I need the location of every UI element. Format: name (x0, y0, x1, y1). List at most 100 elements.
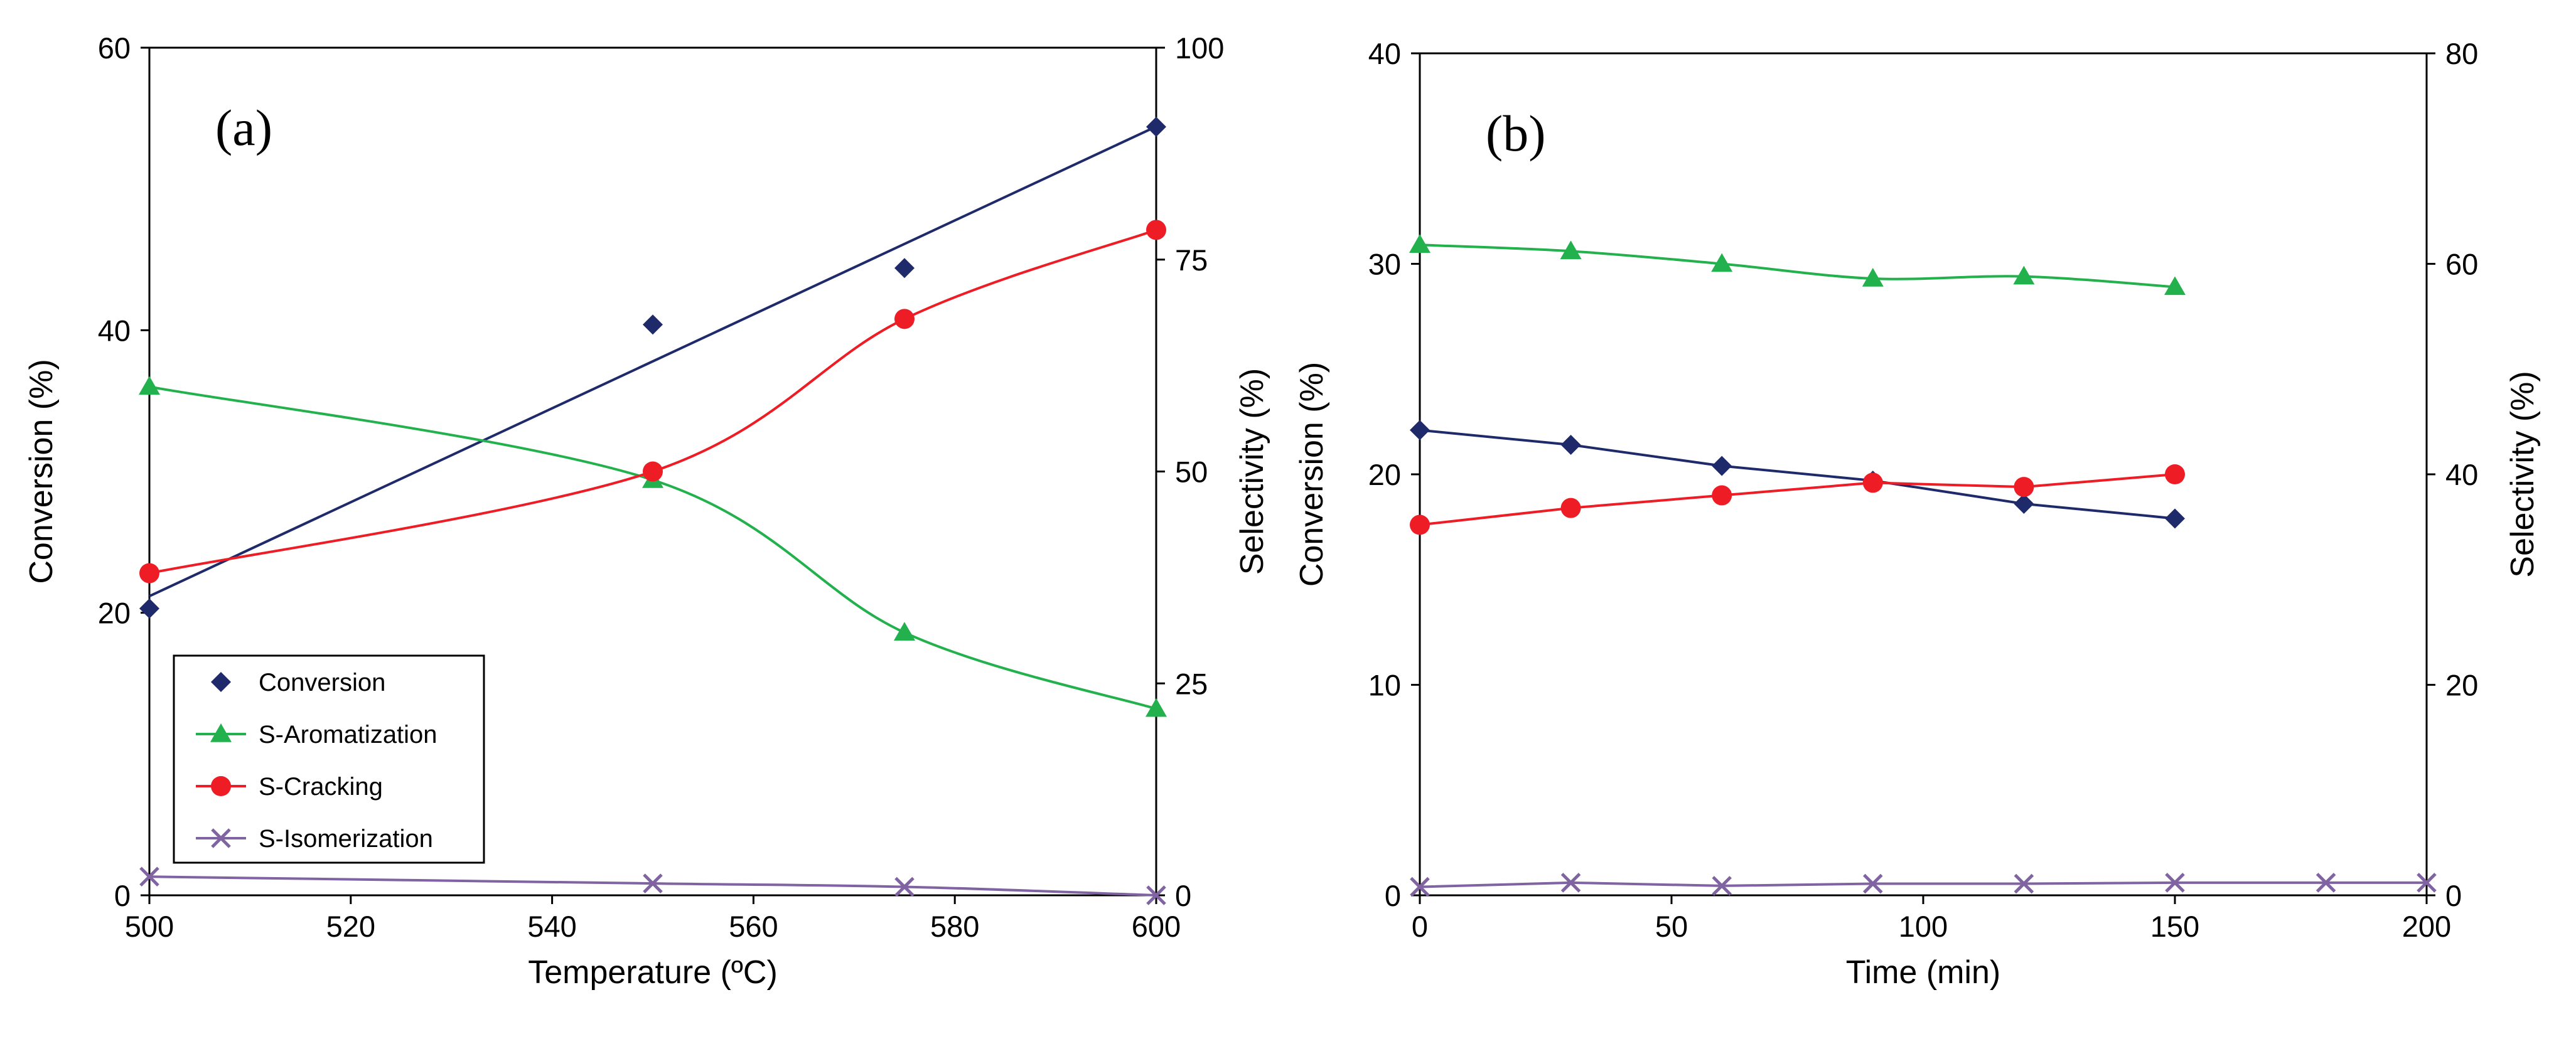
data-point-s-cracking (2014, 477, 2034, 498)
x-tick-label: 50 (1655, 910, 1688, 943)
series-conversion (139, 117, 1166, 619)
x-marker-stroke (2165, 873, 2185, 893)
data-point-s-cracking (894, 309, 915, 329)
y2-tick-label: 25 (1175, 667, 1208, 700)
x-tick-label: 580 (930, 910, 979, 943)
x-tick-label: 540 (527, 910, 576, 943)
legend-label-s-aromatization: S-Aromatization (259, 721, 437, 748)
data-point-s-isomerization (1863, 873, 1883, 894)
series-s-aromatization (1409, 234, 2186, 296)
legend-marker-conversion (211, 672, 231, 692)
data-point-s-isomerization (1410, 876, 1430, 897)
x-marker-stroke (2316, 873, 2336, 893)
y-tick-label: 0 (114, 879, 131, 912)
y-tick-label: 30 (1368, 248, 1401, 281)
y-tick-label: 20 (1368, 458, 1401, 491)
data-point-conversion (139, 598, 159, 619)
data-point-s-isomerization (2417, 873, 2437, 893)
series-s-isomerization (139, 866, 1166, 905)
legend-marker-s-aromatization (210, 723, 232, 742)
legend-label-s-cracking: S-Cracking (259, 773, 383, 801)
x-marker-stroke (2417, 873, 2437, 893)
y2-tick-label: 40 (2445, 458, 2478, 491)
x-tick-label: 200 (2402, 910, 2451, 943)
legend-marker-s-cracking (211, 776, 231, 796)
data-point-s-aromatization (1711, 253, 1733, 272)
legend-label-conversion: Conversion (259, 669, 385, 696)
x-tick-label: 500 (125, 910, 174, 943)
data-point-s-cracking (1862, 472, 1883, 493)
series-s-cracking (139, 220, 1166, 583)
y2-tick-label: 80 (2445, 37, 2478, 70)
series-line-s-isomerization (149, 875, 1157, 897)
x-tick-label: 0 (1412, 910, 1428, 943)
data-point-s-cracking (1410, 514, 1430, 535)
x-axis-label: Temperature (ºC) (528, 954, 778, 991)
data-point-s-isomerization (643, 873, 663, 893)
series-s-isomerization (1410, 873, 2437, 897)
y-axis-label: Conversion (%) (1294, 362, 1330, 587)
data-point-s-aromatization (1862, 267, 1884, 287)
y2-tick-label: 50 (1175, 455, 1208, 489)
legend-label-s-isomerization: S-Isomerization (259, 825, 433, 853)
data-point-s-aromatization (2164, 276, 2186, 296)
y2-tick-label: 0 (1175, 879, 1191, 912)
x-marker-stroke (2014, 873, 2034, 894)
y2-tick-label: 60 (2445, 248, 2478, 281)
data-point-s-cracking (643, 461, 663, 482)
x-marker-stroke (1863, 873, 1883, 894)
series-line-s-isomerization (1419, 881, 2427, 888)
data-point-conversion (1712, 455, 1732, 476)
data-point-conversion (894, 258, 915, 279)
chart-panel-a: 500 520 540 560 580 60002040600255075100Tempe… (23, 31, 1270, 991)
y-tick-label: 40 (98, 314, 131, 347)
data-point-s-aromatization (1146, 698, 1167, 717)
x-marker-stroke (211, 828, 231, 848)
data-point-s-isomerization (1146, 885, 1166, 905)
data-point-conversion (1560, 435, 1581, 455)
data-point-s-cracking (1560, 498, 1581, 518)
x-tick-label: 100 (1899, 910, 1948, 943)
y-tick-label: 60 (98, 31, 131, 65)
x-marker-stroke (894, 876, 915, 897)
y-tick-label: 0 (1385, 879, 1401, 912)
data-point-s-aromatization (894, 622, 915, 641)
data-point-s-aromatization (139, 376, 160, 395)
series-line-s-cracking (1419, 473, 2176, 526)
y2-axis-label: Selectivity (%) (2504, 371, 2541, 577)
x-tick-label: 560 (729, 910, 778, 943)
x-axis-label: Time (min) (1846, 954, 2001, 991)
y-tick-label: 20 (98, 597, 131, 630)
legend: Conversion S-Aromatization S-Cracking S-Iso… (173, 654, 485, 864)
x-tick-label: 600 (1132, 910, 1181, 943)
data-point-s-isomerization (1712, 876, 1732, 896)
data-point-s-aromatization (1560, 240, 1582, 260)
legend-box (173, 654, 485, 864)
panel-label: (a) (215, 99, 272, 156)
y-tick-label: 40 (1368, 37, 1401, 70)
panel-label: (b) (1486, 105, 1546, 162)
data-point-s-cracking (2165, 464, 2185, 484)
series-line-s-aromatization (149, 385, 1157, 710)
data-point-conversion (643, 314, 663, 335)
x-marker-stroke (1410, 876, 1430, 897)
data-point-s-aromatization (1409, 234, 1430, 253)
data-point-s-isomerization (2316, 873, 2336, 893)
y-axis-label: Conversion (%) (23, 359, 60, 583)
data-point-s-isomerization (2165, 873, 2185, 893)
x-marker-stroke (1560, 873, 1581, 893)
data-point-s-aromatization (2013, 265, 2035, 285)
y2-tick-label: 20 (2445, 669, 2478, 702)
x-tick-label: 520 (326, 910, 375, 943)
series-line-conversion (149, 125, 1157, 598)
data-point-s-isomerization (1560, 873, 1581, 893)
x-marker-stroke (1712, 876, 1732, 896)
data-point-s-isomerization (2014, 873, 2034, 894)
y2-tick-label: 100 (1175, 31, 1224, 65)
data-point-conversion (2014, 493, 2034, 514)
x-marker-stroke (1146, 885, 1166, 905)
data-point-s-isomerization (139, 866, 159, 887)
data-point-s-isomerization (894, 876, 915, 897)
